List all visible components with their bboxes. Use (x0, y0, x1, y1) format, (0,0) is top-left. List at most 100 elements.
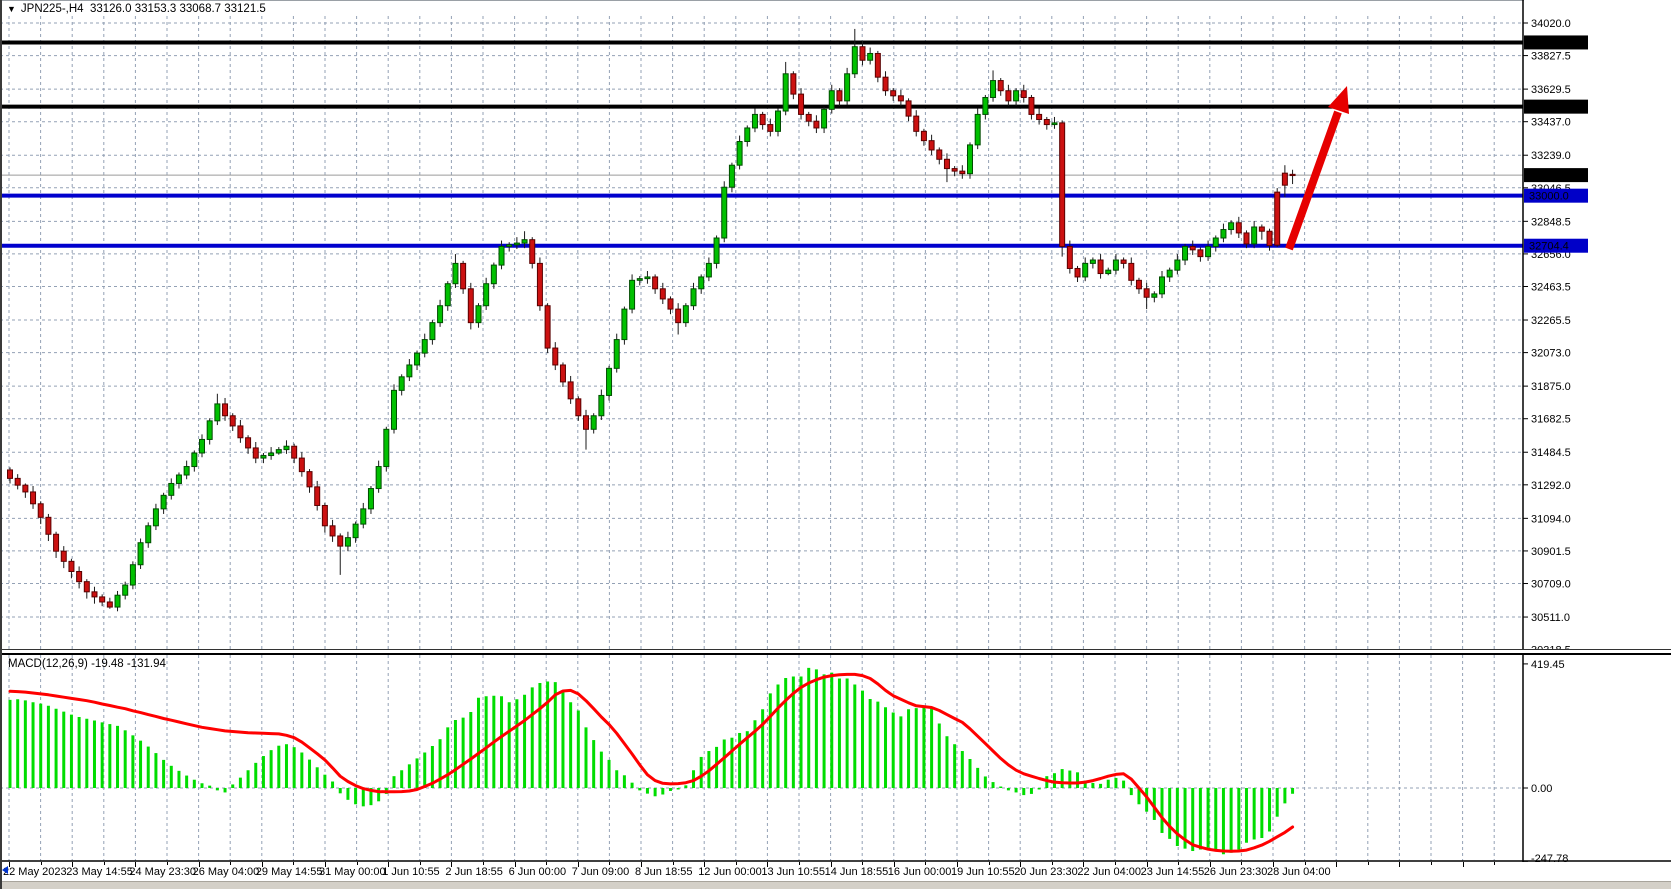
trend-arrow[interactable] (1285, 86, 1349, 251)
macd-axis[interactable]: 419.45 0.00 -247.78 (0, 655, 1671, 862)
price-tag-33000.0: 33000.0 (1529, 191, 1569, 203)
candle-bull (828, 90, 835, 110)
candle-bull (1151, 293, 1158, 298)
window-top-edge (0, 0, 1671, 1)
time-axis-label: 31 May 00:00 (319, 866, 386, 878)
candle-bull (590, 415, 597, 430)
time-tick (72, 862, 74, 867)
candle-bull (982, 96, 989, 115)
time-axis-label: 6 Jun 00:00 (508, 866, 567, 878)
time-tick (451, 862, 453, 867)
candle-bear (1189, 245, 1196, 251)
candle-bear (559, 364, 566, 383)
time-tick (40, 862, 42, 865)
trend-arrow-shaft (1285, 110, 1342, 251)
macd-name: MACD(12,26,9) (8, 658, 88, 670)
candle-bull (728, 164, 735, 188)
macd-axis-label: 419.45 (1531, 659, 1565, 671)
time-tick (609, 862, 611, 865)
scroll-begin-icon[interactable] (2, 866, 8, 874)
time-tick (198, 862, 200, 867)
candle-bear (76, 571, 83, 583)
candle-bull (1159, 276, 1165, 295)
candle-bull (698, 276, 705, 290)
candle-bear (460, 262, 467, 290)
candle-bear (575, 398, 582, 417)
chart-title: ▼ JPN225-,H4 33126.0 33153.3 33068.7 3312… (7, 3, 266, 15)
candle-bull (383, 428, 390, 468)
candle-bear (567, 381, 574, 400)
candle-bull (175, 474, 182, 484)
candle-bear (1020, 90, 1027, 98)
time-tick (1367, 862, 1369, 865)
candle-bull (168, 482, 175, 496)
price-tag-32704.4: 32704.4 (1529, 241, 1569, 253)
time-tick (988, 862, 990, 865)
candle-bull (367, 488, 374, 510)
candle-bull (199, 438, 205, 454)
candle-bear (1197, 249, 1204, 258)
candle-bear (1128, 262, 1135, 281)
candle-bull (452, 262, 459, 285)
price-tag-33905.1: 33905.1 (1529, 37, 1569, 49)
candle-bull (506, 244, 513, 247)
candle-bear (1005, 90, 1012, 102)
horizontal-lines[interactable] (0, 40, 1523, 248)
candle-bear (1074, 267, 1081, 278)
candle-bear (337, 535, 344, 547)
candle-bear (60, 550, 67, 562)
time-tick (483, 862, 484, 865)
candle-bear (913, 115, 920, 132)
candle-bear (229, 415, 236, 427)
symbol-dropdown-icon[interactable]: ▼ (7, 4, 16, 14)
candle-bull (1182, 245, 1189, 261)
candle-bull (636, 278, 643, 281)
pane-separator[interactable] (0, 649, 1671, 655)
candle-bear (68, 560, 75, 573)
candle-bear (936, 149, 943, 160)
macd-pane[interactable]: 419.45 0.00 -247.78 (0, 655, 1671, 862)
candle-bull (275, 449, 282, 454)
price-tag-33121.5: 33121.5 (1529, 170, 1569, 182)
candle-bull (1251, 226, 1258, 245)
price-axis-label: 33629.5 (1531, 84, 1571, 96)
candle-bull (283, 445, 290, 451)
time-tick (957, 862, 958, 867)
time-tick (1178, 862, 1180, 865)
candle-bear (928, 140, 935, 151)
candle-bull (1089, 259, 1096, 264)
candle-bear (1235, 222, 1242, 234)
candle-bear (652, 276, 659, 290)
candle-bull (1082, 262, 1089, 278)
candle-bull (598, 394, 605, 417)
time-tick (1209, 862, 1211, 867)
price-axis-label: 33437.0 (1531, 117, 1571, 129)
candle-bull (114, 594, 121, 608)
time-tick (767, 862, 769, 867)
candle-bull (990, 80, 997, 98)
candle-bull (421, 339, 428, 354)
candles (7, 28, 1296, 612)
price-axis[interactable]: 34020.033827.533629.533437.033239.033046… (1522, 0, 1671, 655)
candle-bull (206, 420, 213, 440)
candle-bear (920, 130, 927, 142)
candle-bear (805, 113, 812, 122)
price-axis-label: 33827.5 (1531, 51, 1571, 63)
candle-bear (1266, 230, 1273, 247)
time-axis[interactable]: 22 May 2023 23 May 14:55 24 May 23:30 26 Ma… (0, 862, 1671, 881)
candle-bull (122, 584, 129, 596)
time-tick (9, 862, 10, 867)
candle-bull (191, 452, 198, 468)
time-tick (1115, 862, 1116, 865)
candle-bear (291, 445, 298, 459)
candle-bear (1066, 245, 1073, 269)
time-axis-label: 7 Jun 09:00 (571, 866, 630, 878)
candle-bear (37, 503, 44, 518)
time-tick (546, 862, 548, 865)
price-axis-label: 30511.0 (1531, 612, 1570, 624)
candle-bear (882, 76, 889, 92)
price-axis-label: 31094.0 (1531, 513, 1571, 525)
time-axis-label: 22 May 2023 (3, 866, 67, 878)
price-chart[interactable]: 34020.033827.533629.533437.033239.033046… (0, 0, 1671, 655)
candle-bull (606, 367, 613, 396)
